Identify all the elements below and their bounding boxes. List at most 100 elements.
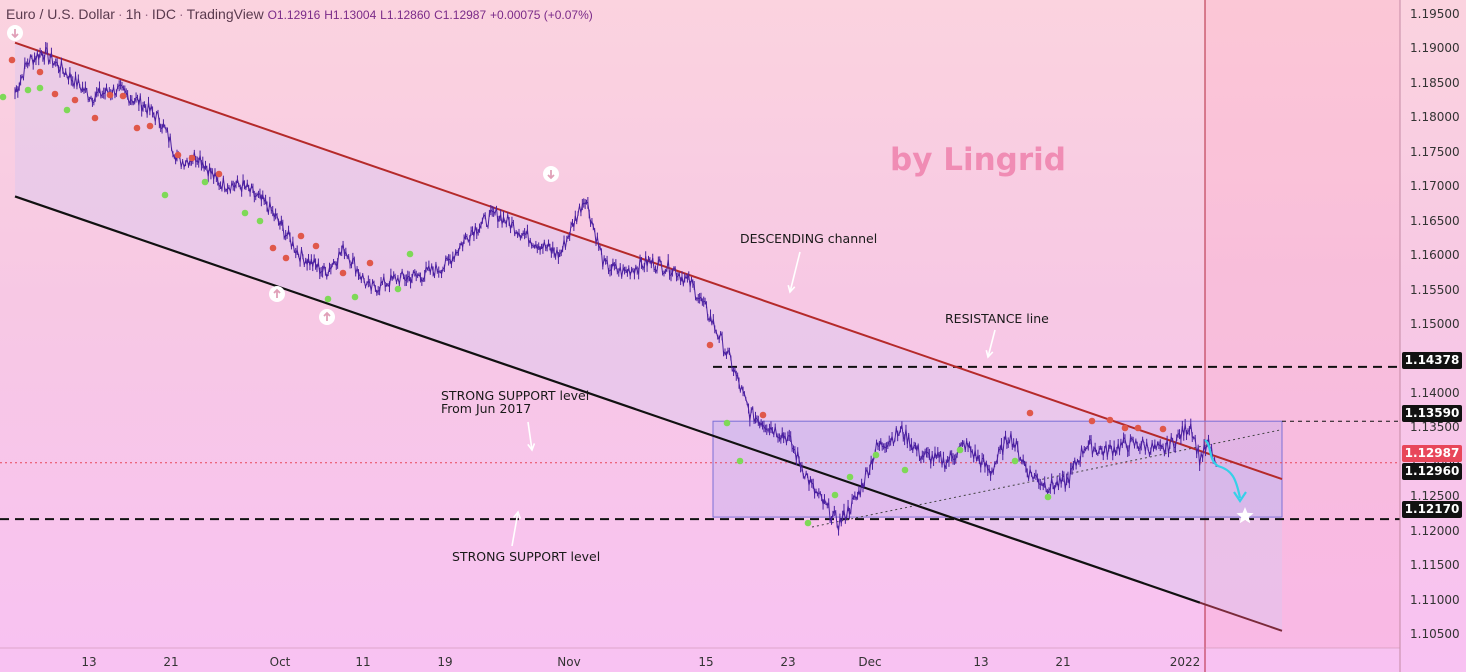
author-watermark: by Lingrid xyxy=(890,142,1066,178)
swing-low-dot xyxy=(723,419,731,427)
price-tick-label: 1.17500 xyxy=(1410,144,1460,159)
target-star-icon xyxy=(1236,507,1254,524)
time-tick-label: 21 xyxy=(1055,655,1071,669)
price-tick-label: 1.11500 xyxy=(1410,558,1460,573)
swing-low-dot xyxy=(241,209,249,217)
open-value: O1.12916 xyxy=(267,8,321,22)
price-tick-label: 1.16500 xyxy=(1410,213,1460,228)
swing-high-dot xyxy=(133,124,141,132)
swing-low-dot xyxy=(872,451,880,459)
swing-high-dot xyxy=(269,244,277,252)
change-value: +0.00075 (+0.07%) xyxy=(490,8,593,22)
price-tick-label: 1.19500 xyxy=(1410,6,1460,21)
swing-high-dot xyxy=(706,341,714,349)
time-tick-label: 21 xyxy=(163,655,179,669)
resistance-pointer-head xyxy=(985,350,994,359)
time-tick-label: 13 xyxy=(81,655,97,669)
swing-low-dot xyxy=(1011,457,1019,465)
swing-high-dot xyxy=(91,114,99,122)
swing-high-dot xyxy=(51,90,59,98)
swing-low-dot xyxy=(1044,493,1052,501)
support-pointer-shaft xyxy=(511,511,519,547)
price-tick-label: 1.18500 xyxy=(1410,75,1460,90)
descending-channel-pointer-shaft xyxy=(789,251,801,293)
swing-high-dot xyxy=(282,254,290,262)
resistance-pointer-shaft xyxy=(987,329,996,358)
swing-high-dot xyxy=(759,411,767,419)
time-tick-label: Nov xyxy=(557,655,581,669)
time-tick-label: Oct xyxy=(269,655,291,669)
fractal-down-marker xyxy=(543,166,559,182)
time-tick-label: 13 xyxy=(973,655,989,669)
support-jun2017-pointer-head xyxy=(527,443,536,452)
price-tag-current: 1.12987 xyxy=(1402,445,1462,462)
fractal-up-marker xyxy=(319,309,335,325)
price-tick-label: 1.12500 xyxy=(1410,489,1460,504)
resistance-line-label: RESISTANCE line xyxy=(945,311,1049,326)
channel-bottom-line xyxy=(14,195,1201,604)
platform-name: TradingView xyxy=(186,6,264,22)
close-value: C1.12987 xyxy=(434,8,487,22)
price-tag-support: 1.12170 xyxy=(1402,501,1462,518)
swing-low-dot xyxy=(846,473,854,481)
swing-low-dot xyxy=(394,285,402,293)
swing-high-dot xyxy=(1159,425,1167,433)
strong-support-jun2017-line1: STRONG SUPPORT level xyxy=(441,388,590,403)
price-tag-resistance: 1.14378 xyxy=(1402,352,1462,369)
swing-low-dot xyxy=(406,250,414,258)
swing-low-dot xyxy=(256,217,264,225)
swing-high-dot xyxy=(188,154,196,162)
price-tick-label: 1.13500 xyxy=(1410,420,1460,435)
time-tick-label: 2022 xyxy=(1169,655,1201,669)
channel-fill xyxy=(15,42,1282,631)
swing-low-dot xyxy=(901,466,909,474)
future-zone xyxy=(1205,0,1400,648)
price-tick-label: 1.14000 xyxy=(1410,385,1460,400)
swing-high-dot xyxy=(1106,416,1114,424)
swing-low-dot xyxy=(201,178,209,186)
swing-low-dot xyxy=(324,295,332,303)
timeframe[interactable]: 1h xyxy=(125,6,142,22)
price-tick-label: 1.18000 xyxy=(1410,110,1460,125)
price-path xyxy=(14,46,1217,531)
swing-high-dot xyxy=(174,151,182,159)
data-source: IDC xyxy=(151,6,176,22)
swing-high-dot xyxy=(1026,409,1034,417)
strong-support-jun2017-label: STRONG SUPPORT level From Jun 2017 xyxy=(441,389,589,415)
time-tick-label: Dec xyxy=(858,655,882,669)
swing-low-dot xyxy=(831,491,839,499)
time-tick-label: 15 xyxy=(698,655,714,669)
fractal-down-marker-arrow xyxy=(547,170,555,180)
projection-path xyxy=(1204,439,1242,499)
time-tick-label: 23 xyxy=(780,655,796,669)
swing-low-dot xyxy=(351,293,359,301)
channel-bottom-projection xyxy=(1199,601,1283,632)
swing-high-dot xyxy=(215,170,223,178)
fractal-up-marker-arrow xyxy=(323,311,331,321)
swing-high-dot xyxy=(339,269,347,277)
price-tick-label: 1.15000 xyxy=(1410,317,1460,331)
price-tick-label: 1.12000 xyxy=(1410,523,1460,538)
swing-low-dot xyxy=(24,86,32,94)
swing-high-dot xyxy=(1134,424,1142,432)
high-value: H1.13004 xyxy=(324,8,377,22)
price-tick-label: 1.16000 xyxy=(1410,248,1460,263)
projection-arrowhead xyxy=(1233,491,1247,503)
swing-low-dot xyxy=(36,84,44,92)
price-tag-mid: 1.12960 xyxy=(1402,463,1462,480)
price-tick-label: 1.17000 xyxy=(1410,179,1460,194)
consolidation-range-box xyxy=(712,420,1283,518)
swing-low-dot xyxy=(161,191,169,199)
support-jun2017-pointer-shaft xyxy=(527,421,533,451)
swing-high-dot xyxy=(312,242,320,250)
swing-high-dot xyxy=(146,122,154,130)
swing-low-dot xyxy=(0,93,7,101)
price-tick-label: 1.10500 xyxy=(1410,627,1460,642)
strong-support-jun2017-line2: From Jun 2017 xyxy=(441,401,532,416)
symbol-name[interactable]: Euro / U.S. Dollar xyxy=(6,6,115,22)
swing-high-dot xyxy=(71,96,79,104)
descending-channel-pointer-head xyxy=(787,285,796,294)
price-tick-label: 1.19000 xyxy=(1410,41,1460,56)
